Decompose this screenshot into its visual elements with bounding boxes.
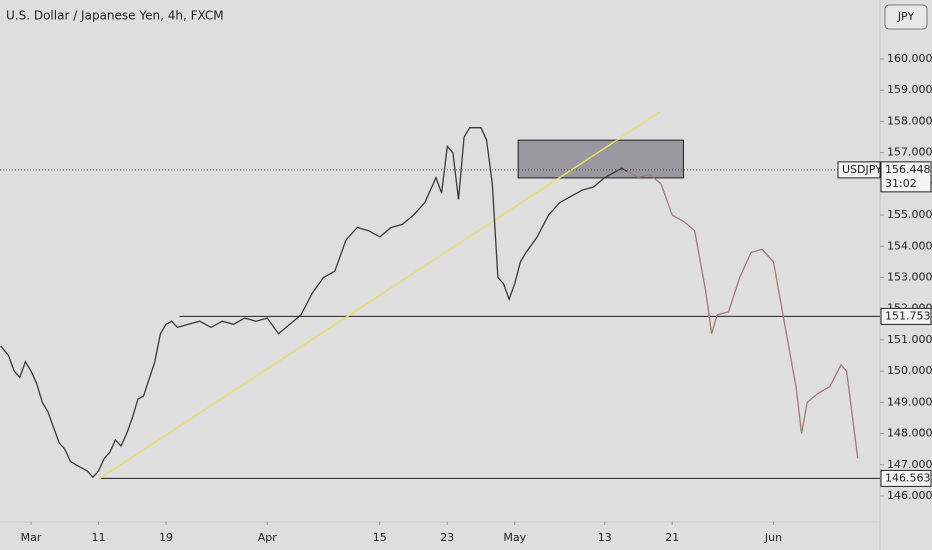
y-tick-label: 150.000 [887, 364, 932, 377]
x-tick-label: Apr [258, 531, 278, 544]
price-line [626, 170, 859, 459]
level-label-box [880, 469, 932, 487]
trendline [99, 111, 661, 480]
y-tick-label: 159.000 [887, 83, 932, 96]
y-tick-label: 151.000 [887, 333, 932, 346]
currency-button[interactable] [884, 4, 928, 30]
x-tick-label: Jun [764, 531, 782, 544]
y-tick-label: 155.000 [887, 208, 932, 221]
x-tick-label: 23 [440, 531, 454, 544]
y-tick-label: 158.000 [887, 114, 932, 127]
x-tick-label: May [503, 531, 526, 544]
y-tick-label: 153.000 [887, 270, 932, 283]
y-tick-label: 160.000 [887, 52, 932, 65]
symbol-label: USDJPY [842, 163, 882, 176]
x-tick-label: 21 [665, 531, 679, 544]
y-tick-label: 146.000 [887, 489, 932, 502]
level-label-box [880, 307, 932, 325]
y-tick-label: 149.000 [887, 395, 932, 408]
x-tick-label: 15 [373, 531, 387, 544]
y-tick-label: 147.000 [887, 458, 932, 471]
price-line [0, 127, 628, 479]
countdown-label: 31:02 [885, 177, 917, 190]
symbol-box [837, 161, 881, 179]
x-tick-label: 19 [159, 531, 173, 544]
last-price-label: 156.448 [885, 163, 931, 176]
chart-title: U.S. Dollar / Japanese Yen, 4h, FXCM [6, 9, 224, 23]
x-tick-label: Mar [21, 531, 42, 544]
x-tick-label: 13 [598, 531, 612, 544]
currency-label: JPY [897, 10, 915, 23]
supply-zone [517, 139, 684, 179]
y-tick-label: 154.000 [887, 239, 932, 252]
x-tick-label: 11 [92, 531, 106, 544]
y-tick-label: 157.000 [887, 146, 932, 159]
y-tick-label: 148.000 [887, 427, 932, 440]
last-price-box [880, 161, 932, 193]
level-label: 151.753 [885, 309, 931, 322]
level-label: 146.563 [885, 471, 931, 484]
